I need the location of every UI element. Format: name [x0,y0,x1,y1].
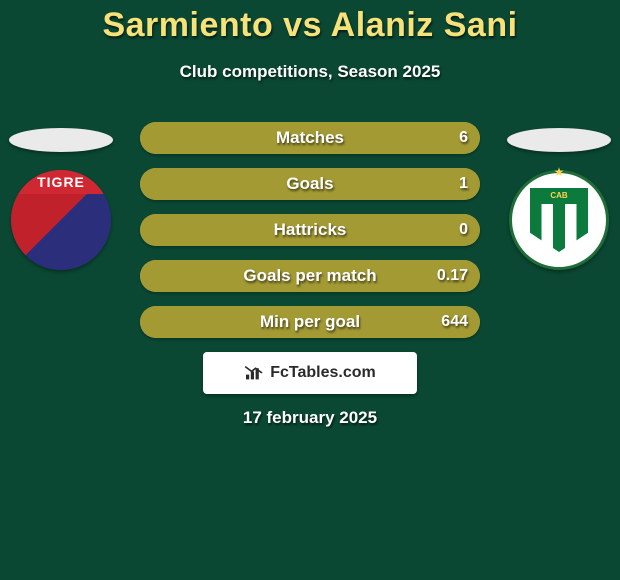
stat-value-right: 6 [459,122,468,154]
player-right-silhouette [507,128,611,152]
stat-value-right: 0.17 [437,260,468,292]
stat-row: Min per goal644 [140,306,480,338]
stat-label: Matches [140,122,480,154]
stat-rows: Matches6Goals1Hattricks0Goals per match0… [140,122,480,352]
page-subtitle: Club competitions, Season 2025 [0,62,620,82]
stat-row: Goals1 [140,168,480,200]
watermark-text: FcTables.com [270,364,376,382]
stat-value-right: 0 [459,214,468,246]
infographic-canvas: Sarmiento vs Alaniz Sani Club competitio… [0,0,620,580]
star-icon: ★ [554,165,565,179]
watermark-badge: FcTables.com [203,352,417,394]
club-badge-left: TIGRE [11,170,111,270]
stat-label: Goals [140,168,480,200]
stat-value-right: 1 [459,168,468,200]
club-badge-right-text: CAB [530,188,588,204]
club-badge-left-text: TIGRE [11,170,111,194]
stat-row: Matches6 [140,122,480,154]
stat-label: Hattricks [140,214,480,246]
page-title: Sarmiento vs Alaniz Sani [0,6,620,45]
stat-value-right: 644 [441,306,468,338]
stat-label: Min per goal [140,306,480,338]
stat-row: Goals per match0.17 [140,260,480,292]
footer-date: 17 february 2025 [0,408,620,428]
player-left-silhouette [9,128,113,152]
club-badge-right-shield: CAB [530,188,588,252]
bar-chart-icon [244,365,264,381]
stat-label: Goals per match [140,260,480,292]
club-badge-right: ★ CAB [509,170,609,270]
stat-row: Hattricks0 [140,214,480,246]
